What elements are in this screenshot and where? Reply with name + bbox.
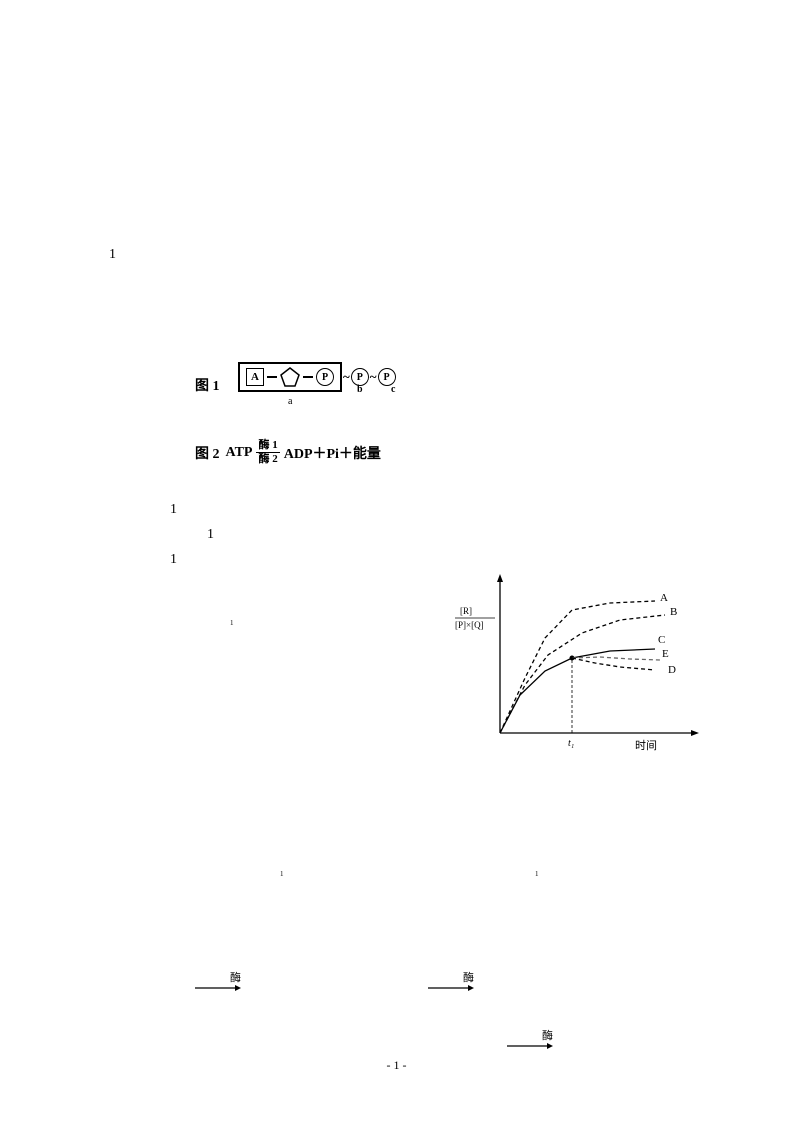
svg-text:A: A xyxy=(660,592,668,604)
svg-text:D: D xyxy=(668,664,676,676)
figure2-numerator: 酶 1 xyxy=(256,440,279,451)
stray-digit: 1 xyxy=(170,502,177,518)
graph-svg: [R] [P]×[Q] 时间 t₁ AB CED xyxy=(455,568,715,758)
figure1-nucleotide-box: A P xyxy=(238,362,342,392)
adenine-square: A xyxy=(246,368,264,386)
svg-text:[R]: [R] xyxy=(460,606,472,616)
enzyme-label: 酶 xyxy=(463,973,474,984)
high-energy-bond: ~ xyxy=(369,369,378,385)
enzyme-label: 酶 xyxy=(542,1031,553,1042)
stray-digit: 1 xyxy=(535,870,539,878)
bond-line xyxy=(303,376,313,378)
high-energy-bond: ~ xyxy=(342,369,351,385)
figure2-enzyme-fraction: 酶 1 酶 2 xyxy=(256,440,279,465)
reaction-arrow-3: 酶 xyxy=(507,1028,553,1050)
svg-text:[P]×[Q]: [P]×[Q] xyxy=(455,620,484,630)
sublabel-a: a xyxy=(288,396,292,407)
figure1-diagram: A P ~ P ~ P a b c xyxy=(238,362,396,392)
svg-text:B: B xyxy=(670,606,677,618)
sublabel-c: c xyxy=(391,384,395,395)
figure2-rhs: ADP＋Pi＋能量 xyxy=(284,443,381,463)
svg-text:t₁: t₁ xyxy=(568,738,574,749)
sublabel-b: b xyxy=(357,384,363,395)
figure2-equation: 图 2 ATP 酶 1 酶 2 ADP＋Pi＋能量 xyxy=(195,440,381,465)
bond-line xyxy=(267,376,277,378)
svg-text:E: E xyxy=(662,648,669,660)
stray-digit: 1 xyxy=(230,619,234,627)
svg-text:C: C xyxy=(658,634,665,646)
stray-digit: 1 xyxy=(280,870,284,878)
phosphate-circle: P xyxy=(316,368,334,386)
reaction-arrow-1: 酶 xyxy=(195,970,241,992)
figure1-label: 图 1 xyxy=(195,375,220,395)
ribose-pentagon xyxy=(280,367,300,387)
svg-text:时间: 时间 xyxy=(635,739,657,752)
reaction-arrow-2: 酶 xyxy=(428,970,474,992)
stray-digit: 1 xyxy=(170,552,177,568)
kinetics-graph: [R] [P]×[Q] 时间 t₁ AB CED xyxy=(455,568,715,763)
figure2-denominator: 酶 2 xyxy=(256,454,279,465)
figure2-atp: ATP xyxy=(226,445,253,461)
page: 1 1 1 1 1 1 1 图 1 A P ~ P ~ P a b xyxy=(0,0,793,1122)
figure2-label: 图 2 xyxy=(195,443,220,463)
page-number: - 1 - xyxy=(0,1058,793,1073)
stray-digit: 1 xyxy=(109,247,116,263)
stray-digit: 1 xyxy=(207,527,214,543)
enzyme-label: 酶 xyxy=(230,973,241,984)
